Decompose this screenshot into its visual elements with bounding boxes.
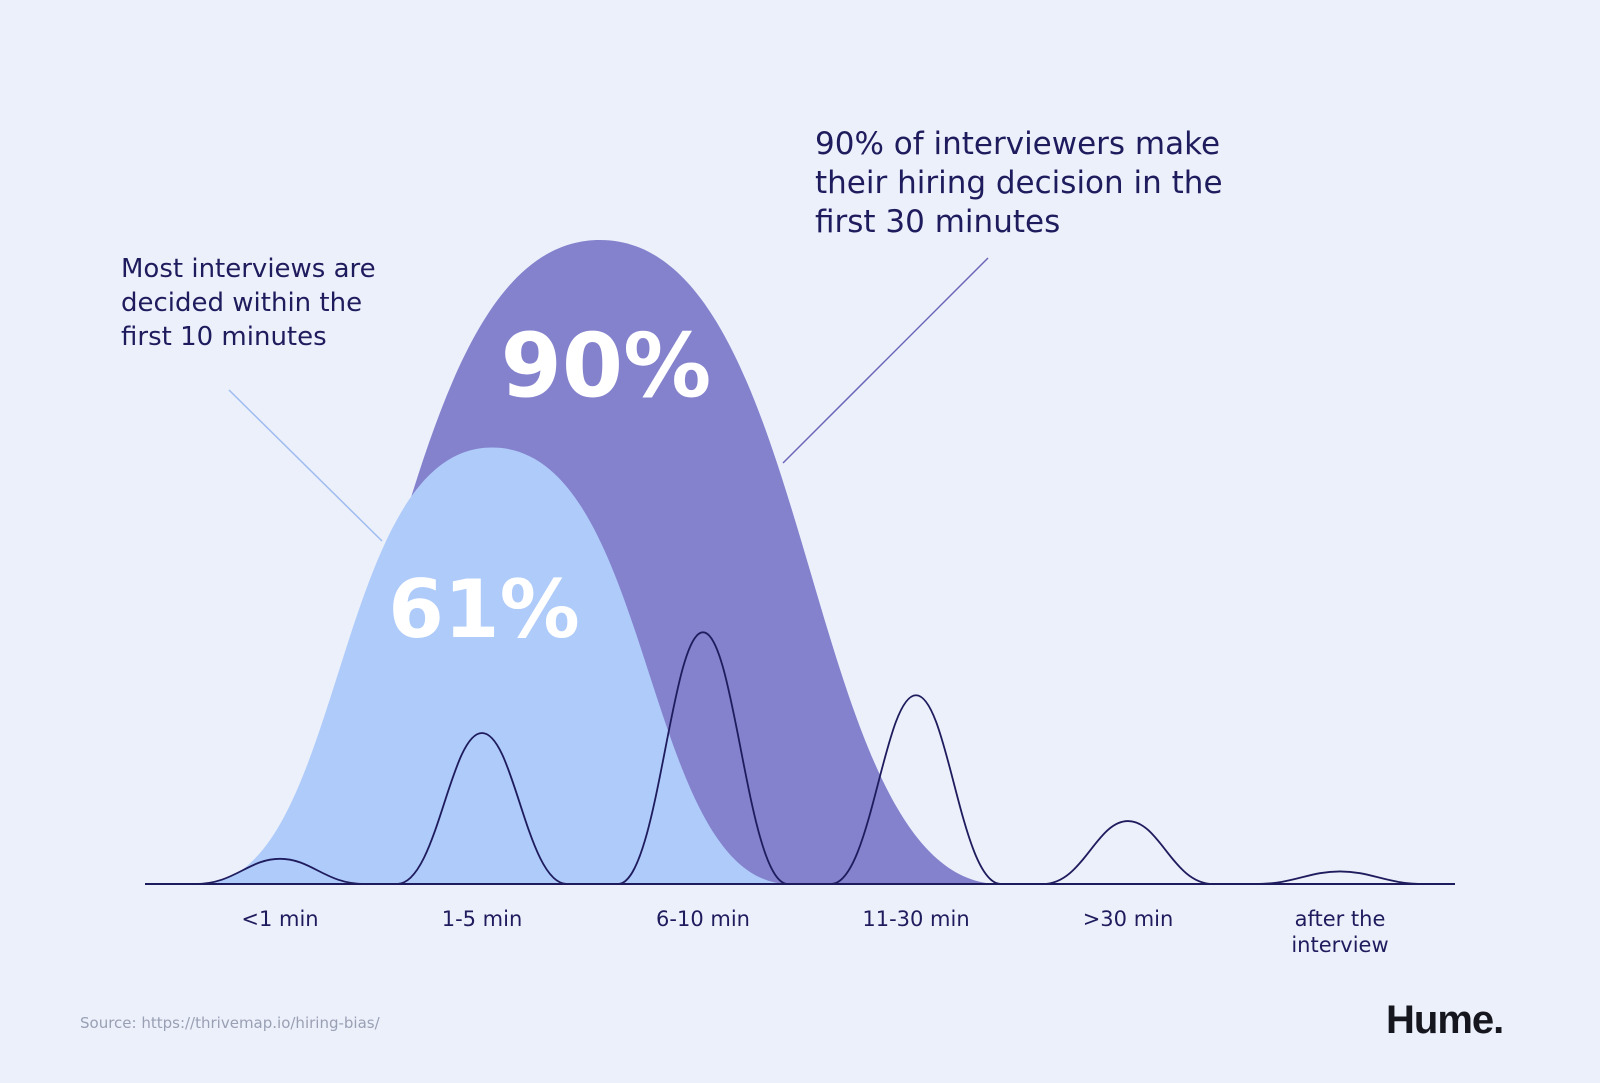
area-label-61pct: 61% (388, 563, 579, 656)
annotation-left-line: Most interviews are (121, 254, 376, 284)
annotation-right-connector (782, 257, 989, 464)
distribution-hump (1042, 820, 1214, 885)
annotation-right-line: first 30 minutes (815, 204, 1061, 240)
area-61pct (200, 447, 790, 884)
distribution-hump (1254, 870, 1426, 885)
source-link[interactable]: https://thrivemap.io/hiring-bias/ (141, 1014, 380, 1032)
annotation-right-line: their hiring decision in the (815, 165, 1223, 201)
distribution-hump (396, 732, 568, 885)
x-tick-label: >30 min (1083, 907, 1174, 931)
x-tick-label: 11-30 min (862, 907, 969, 931)
source-prefix: Source: (80, 1014, 142, 1032)
x-tick-label: 6-10 min (656, 907, 750, 931)
distribution-hump (830, 694, 1002, 885)
annotation-left-line: first 10 minutes (121, 322, 327, 352)
x-tick-label: after the interview (1291, 907, 1388, 957)
distribution-hump (194, 857, 366, 885)
annotation-left-line: decided within the (121, 288, 363, 318)
source-citation: Source: https://thrivemap.io/hiring-bias… (80, 1014, 380, 1032)
distribution-hump (617, 631, 789, 885)
x-tick-label: 1-5 min (442, 907, 523, 931)
annotation-right: 90% of interviewers make their hiring de… (815, 125, 1255, 242)
annotation-left: Most interviews are decided within the f… (121, 252, 421, 354)
brand-logo: Hume. (1386, 998, 1504, 1042)
area-label-90pct: 90% (501, 315, 712, 418)
annotation-left-connector (228, 389, 383, 542)
x-tick-label: <1 min (241, 907, 318, 931)
annotation-right-line: 90% of interviewers make (815, 126, 1221, 162)
